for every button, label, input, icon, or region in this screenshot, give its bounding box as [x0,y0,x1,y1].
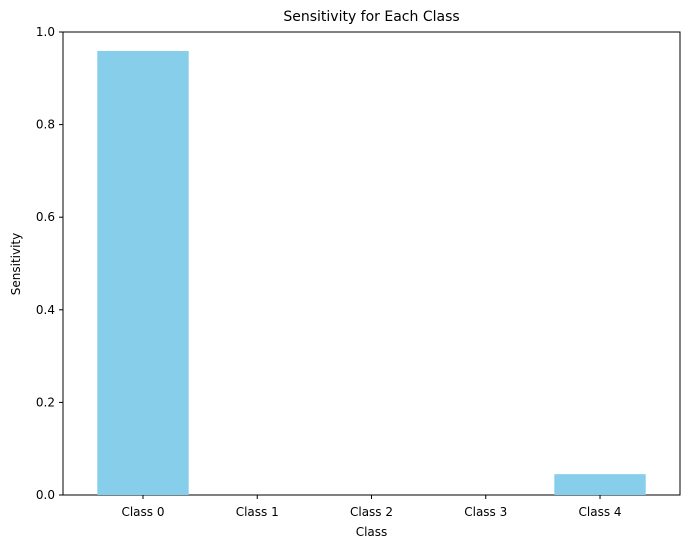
bar-class-4 [554,474,646,495]
x-tick-label: Class 4 [579,505,622,519]
y-tick-label: 0.2 [36,395,55,409]
plot-area: Class 0 Class 1 Class 2 Class 3 Class 4 0.0 0.… [36,25,681,519]
x-tick-label: Class 3 [464,505,507,519]
y-tick-label: 0.6 [36,210,55,224]
y-tick-label: 0.0 [36,488,55,502]
y-tick-label: 1.0 [36,25,55,39]
y-tick-label: 0.4 [36,303,55,317]
x-tick-label: Class 1 [236,505,279,519]
y-tick-label: 0.8 [36,118,55,132]
x-tick-label: Class 0 [121,505,164,519]
bar-class-0 [97,50,189,495]
y-axis-label: Sensitivity [9,233,23,295]
chart-title: Sensitivity for Each Class [283,9,459,25]
x-tick-label: Class 2 [350,505,393,519]
x-axis-label: Class [356,525,388,539]
